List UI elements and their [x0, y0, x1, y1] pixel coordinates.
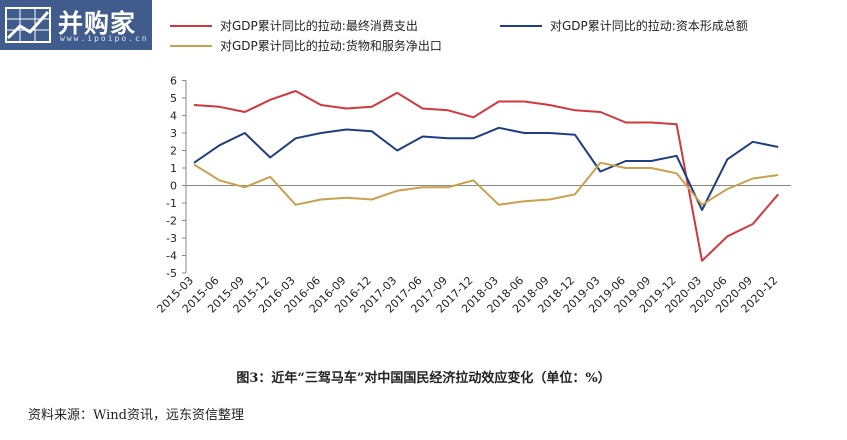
- y-tick-label: 1: [170, 162, 177, 175]
- y-tick-label: -3: [166, 232, 177, 245]
- watermark-logo: 并购家 www.ipoipo.cn: [0, 0, 152, 50]
- y-tick-label: 3: [170, 127, 177, 140]
- line-chart: -5-4-3-2-101234562015-032015-062015-0920…: [154, 18, 791, 316]
- figure-caption: 图3：近年“三驾马车”对中国国民经济拉动效应变化（单位：%）: [236, 371, 611, 386]
- series-line-1: [193, 90, 779, 262]
- legend-label-3: 对GDP累计同比的拉动:货物和服务净出口: [220, 38, 442, 53]
- y-tick-label: 2: [170, 145, 177, 158]
- y-tick-label: 6: [170, 75, 177, 88]
- y-tick-label: -5: [166, 267, 177, 280]
- logo-url: www.ipoipo.cn: [60, 34, 149, 43]
- legend-label-1: 对GDP累计同比的拉动:最终消费支出: [220, 18, 418, 33]
- series-line-2: [193, 126, 779, 211]
- y-tick-label: -4: [166, 250, 177, 263]
- y-tick-label: -2: [166, 215, 177, 228]
- series-line-3: [193, 161, 779, 206]
- legend-label-2: 对GDP累计同比的拉动:资本形成总额: [550, 18, 748, 33]
- logo-text: 并购家: [58, 9, 137, 38]
- y-tick-label: 0: [170, 180, 177, 193]
- y-tick-label: 4: [170, 110, 177, 123]
- y-tick-label: 5: [170, 92, 177, 105]
- data-source-note: 资料来源：Wind资讯，远东资信整理: [28, 408, 244, 423]
- y-tick-label: -1: [166, 197, 177, 210]
- chart-logo-icon: [5, 7, 51, 43]
